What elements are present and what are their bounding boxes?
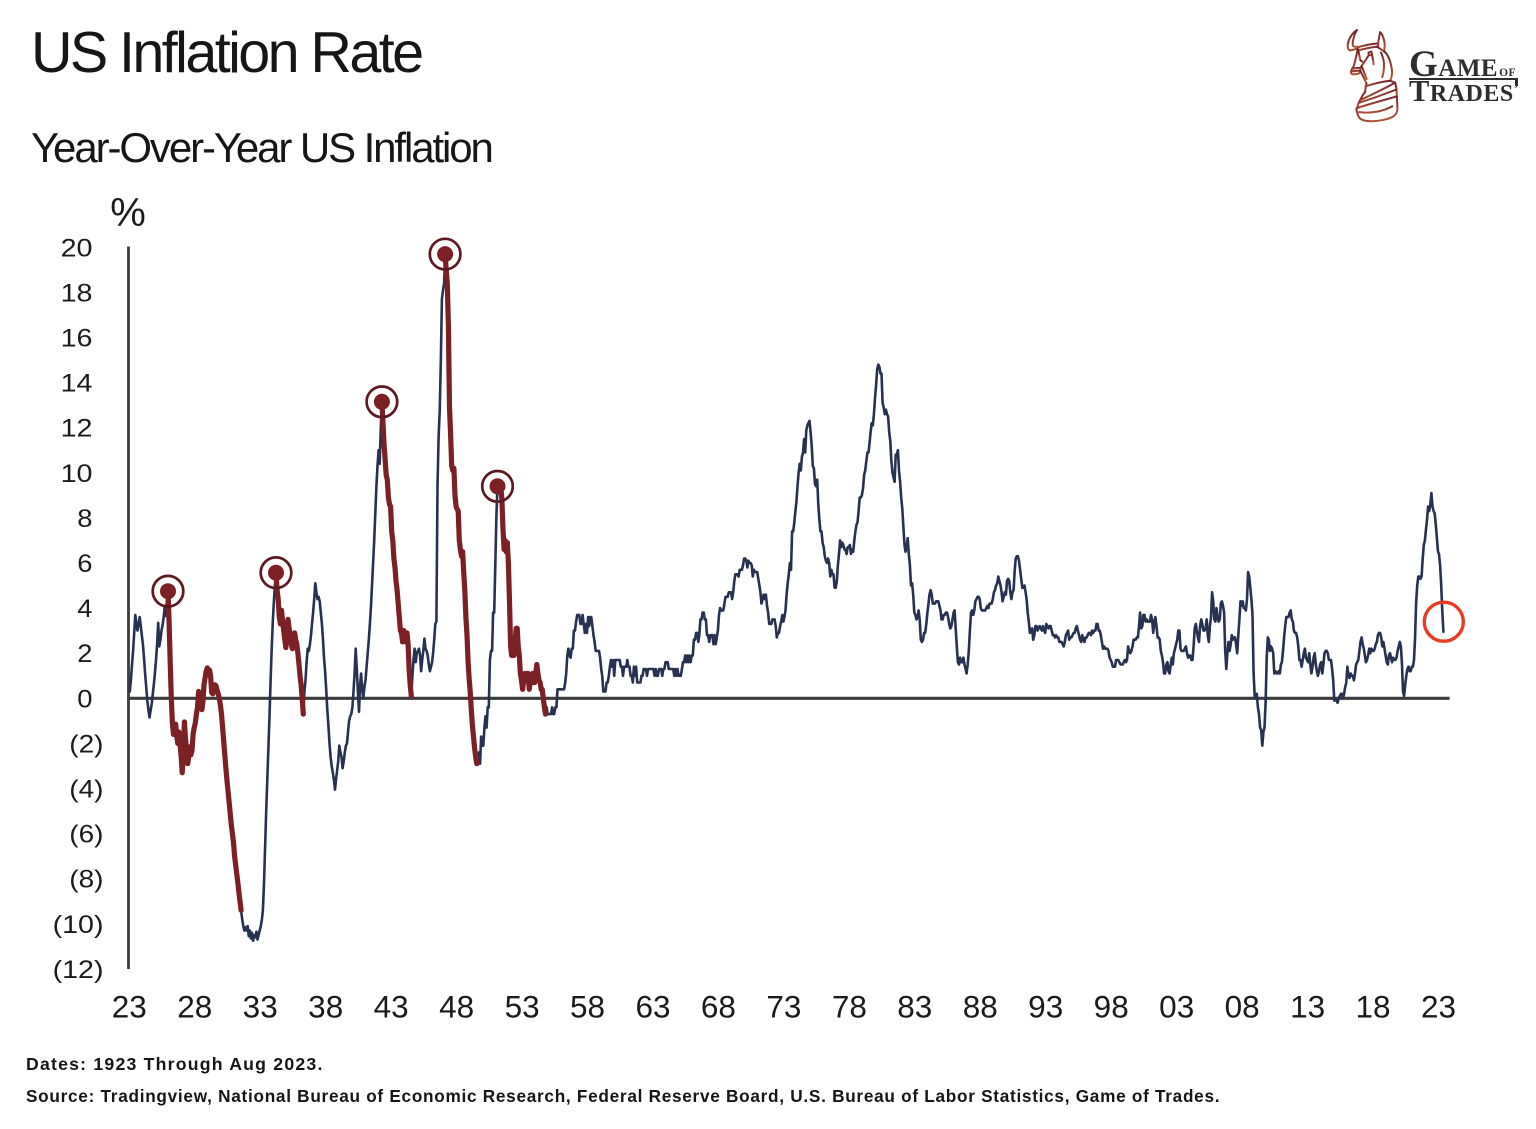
svg-text:(10): (10) — [53, 911, 104, 939]
svg-text:14: 14 — [61, 370, 93, 398]
svg-text:18: 18 — [1355, 989, 1390, 1025]
svg-text:63: 63 — [635, 989, 670, 1025]
svg-text:2: 2 — [77, 640, 92, 668]
svg-text:(8): (8) — [69, 866, 103, 894]
svg-text:(6): (6) — [69, 821, 103, 849]
svg-text:8: 8 — [77, 505, 92, 533]
svg-text:88: 88 — [963, 989, 998, 1025]
svg-text:4: 4 — [77, 595, 92, 623]
svg-text:53: 53 — [505, 989, 540, 1025]
svg-text:0: 0 — [77, 685, 92, 713]
svg-text:73: 73 — [766, 989, 801, 1025]
svg-text:78: 78 — [832, 989, 867, 1025]
svg-text:48: 48 — [439, 989, 474, 1025]
svg-text:13: 13 — [1290, 989, 1325, 1025]
svg-text:%: % — [110, 191, 146, 235]
svg-text:28: 28 — [177, 989, 212, 1025]
svg-text:6: 6 — [77, 550, 92, 578]
svg-text:43: 43 — [374, 989, 409, 1025]
svg-text:68: 68 — [701, 989, 736, 1025]
svg-text:(4): (4) — [69, 776, 103, 804]
svg-text:33: 33 — [243, 989, 278, 1025]
svg-text:93: 93 — [1028, 989, 1063, 1025]
svg-text:18: 18 — [61, 279, 93, 307]
svg-text:58: 58 — [570, 989, 605, 1025]
svg-text:08: 08 — [1225, 989, 1260, 1025]
svg-text:23: 23 — [112, 989, 147, 1025]
svg-text:98: 98 — [1094, 989, 1129, 1025]
svg-text:(2): (2) — [69, 730, 103, 758]
svg-text:03: 03 — [1159, 989, 1194, 1025]
svg-text:16: 16 — [61, 325, 93, 353]
svg-text:83: 83 — [897, 989, 932, 1025]
svg-text:10: 10 — [61, 460, 93, 488]
svg-text:(12): (12) — [53, 956, 104, 984]
svg-text:38: 38 — [308, 989, 343, 1025]
svg-text:12: 12 — [61, 415, 93, 443]
svg-text:20: 20 — [61, 234, 93, 262]
svg-text:23: 23 — [1421, 989, 1456, 1025]
